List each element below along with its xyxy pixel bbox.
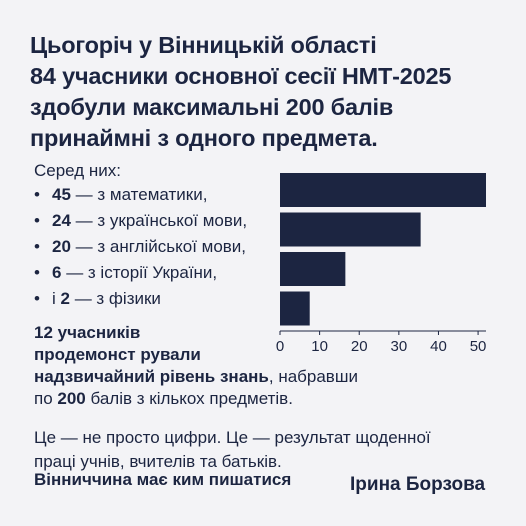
list-item: • і 2 — з фізики <box>34 286 247 312</box>
headline-line: Цьогоріч у Вінницькій області <box>30 32 377 58</box>
x-tick-label: 0 <box>276 338 284 355</box>
x-tick-label: 30 <box>391 338 408 355</box>
x-tick-label: 50 <box>470 338 487 355</box>
author-name: Ірина Борзова <box>350 474 486 495</box>
list-item: • 20 — з англійської мови, <box>34 234 247 260</box>
list-item: • 24 — з української мови, <box>34 208 247 234</box>
bullet: • <box>34 237 40 256</box>
achievement-paragraph: 12 учасників продемонст рували надзвичай… <box>34 322 358 410</box>
list-count: 6 <box>52 263 62 282</box>
list-text: — з української мови, <box>70 211 248 230</box>
para-text: по <box>34 389 58 408</box>
bullet: • <box>34 185 40 204</box>
list-count: 45 <box>52 185 71 204</box>
closing-line: праці учнів, вчителів та батьків. <box>34 452 282 471</box>
subject-list: • 45 — з математики, • 24 — з української … <box>34 182 247 312</box>
x-tick-label: 40 <box>430 338 447 355</box>
list-count: 20 <box>52 237 71 256</box>
bar <box>280 252 346 286</box>
slogan: Вінниччина має ким пишатися <box>34 470 292 489</box>
para-line: продемонст рували <box>34 345 201 364</box>
intro-text: Серед них: <box>34 161 122 180</box>
headline-line: принаймні з одного предмета. <box>30 125 378 151</box>
closing-line: Це — не просто цифри. Це — результат щод… <box>34 428 431 447</box>
para-bold: надзвичайний рівень знань <box>34 367 269 386</box>
list-text: — з історії України, <box>61 263 218 282</box>
headline-line: здобули максимальні 200 балів <box>30 94 394 120</box>
list-text: — з англійської мови, <box>70 237 247 256</box>
bullet: • <box>34 211 40 230</box>
bar <box>280 291 310 326</box>
headline: Цьогоріч у Вінницькій області 84 учасник… <box>30 30 500 154</box>
list-text: — з математики, <box>70 185 208 204</box>
x-tick-label: 20 <box>351 338 368 355</box>
bar <box>280 212 421 247</box>
bar <box>280 173 486 207</box>
bar-chart: 0 10 20 30 40 50 <box>276 173 487 355</box>
bullet: • <box>34 263 40 282</box>
para-text: балів з кількох предметів. <box>85 389 293 408</box>
list-prefix: і <box>52 289 61 308</box>
bullet: • <box>34 289 40 308</box>
list-count: 24 <box>52 211 71 230</box>
para-text: , набравши <box>268 367 358 386</box>
para-bold: 200 <box>57 389 86 408</box>
list-item: • 45 — з математики, <box>34 182 247 208</box>
x-tick-label: 10 <box>311 338 328 355</box>
list-item: • 6 — з історії України, <box>34 260 247 286</box>
closing-text: Це — не просто цифри. Це — результат щод… <box>34 426 431 474</box>
headline-line: 84 учасники основної сесії НМТ-2025 <box>30 63 452 89</box>
list-text: — з фізики <box>69 289 161 308</box>
list-count: 2 <box>60 289 70 308</box>
para-line: 12 учасників <box>34 323 141 342</box>
